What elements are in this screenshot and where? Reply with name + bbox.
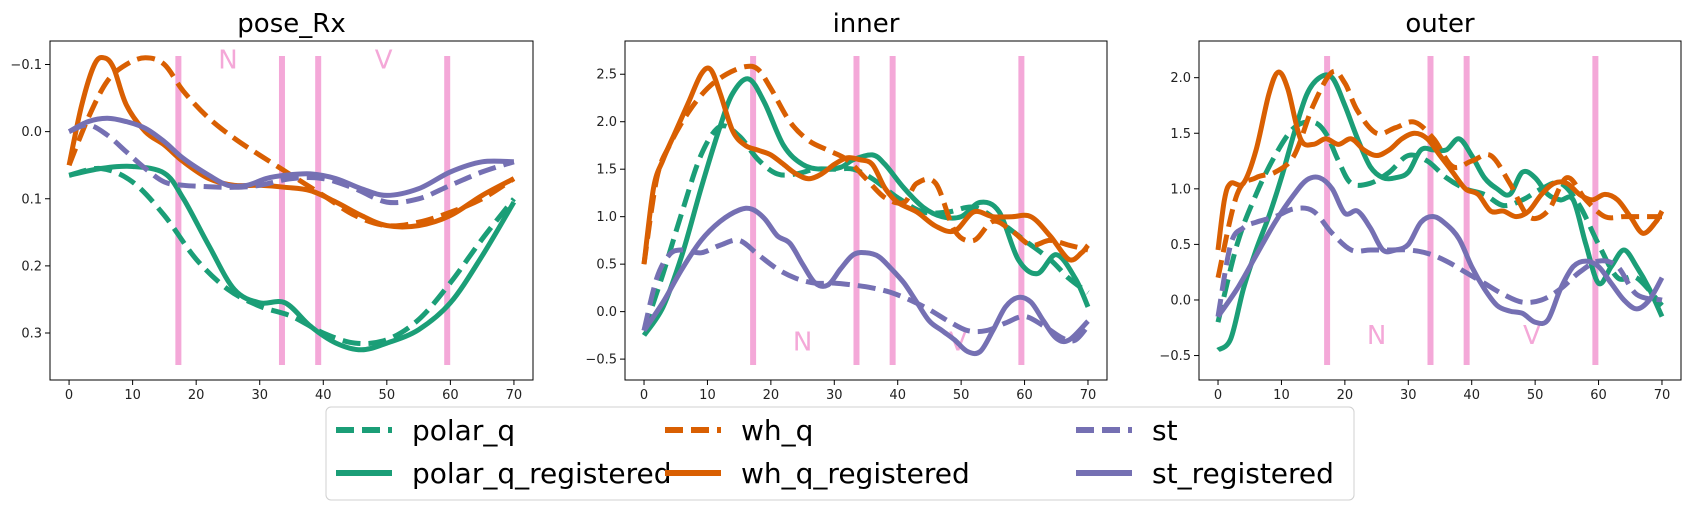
x-tick-label: 60: [1590, 388, 1607, 403]
y-tick-label: 2.0: [596, 115, 617, 130]
legend-label-st_registered: st_registered: [1152, 457, 1334, 490]
chart-title: inner: [833, 9, 900, 39]
x-tick-label: 40: [889, 388, 906, 403]
x-tick-label: 0: [1214, 388, 1222, 403]
series-wh_q_registered: [641, 65, 1090, 265]
legend: polar_q wh_q st polar_q_registered wh_q_regi…: [325, 406, 1355, 501]
y-tick-label: 1.5: [1170, 127, 1191, 142]
x-tick-label: 60: [442, 388, 459, 403]
x-tick-label: 40: [315, 388, 332, 403]
series-polar_q_registered: [68, 163, 517, 353]
x-tick-label: 10: [1273, 388, 1290, 403]
axes-frame: [624, 40, 1108, 381]
series-polar_q: [68, 165, 516, 347]
series-polar_q_registered: [641, 76, 1091, 337]
y-tick-label: −0.5: [1159, 349, 1191, 364]
x-tick-label: 20: [763, 388, 780, 403]
x-tick-label: 30: [826, 388, 843, 403]
x-tick-label: 30: [251, 388, 268, 403]
legend-label-wh_q_registered: wh_q_registered: [741, 457, 970, 490]
series-group: [1215, 68, 1665, 353]
y-tick-label: 2.0: [1170, 71, 1191, 86]
y-tick-label: 0.2: [21, 259, 42, 274]
x-tick-label: 50: [379, 388, 396, 403]
x-tick-label: 40: [1463, 388, 1480, 403]
y-tick-label: 0.5: [596, 258, 617, 273]
y-tick-label: 0.1: [21, 192, 42, 207]
y-tick-label: 0.3: [21, 327, 42, 342]
x-tick-label: 0: [65, 388, 73, 403]
y-tick-label: 1.0: [1170, 182, 1191, 197]
x-tick-label: 50: [953, 388, 970, 403]
legend-label-polar_q: polar_q: [412, 414, 515, 447]
x-tick-label: 0: [640, 388, 648, 403]
y-tick-label: −0.5: [585, 353, 617, 368]
series-group: [66, 55, 517, 353]
series-wh_q_registered: [1215, 69, 1665, 251]
legend-label-polar_q_registered: polar_q_registered: [412, 457, 672, 490]
series-st_registered: [641, 205, 1090, 357]
x-tick-label: 50: [1527, 388, 1544, 403]
x-tick-label: 20: [1337, 388, 1354, 403]
chart-title: pose_Rx: [237, 9, 345, 39]
x-tick-label: 10: [699, 388, 716, 403]
series-wh_q: [66, 55, 516, 229]
series-st_registered: [1215, 174, 1665, 327]
series-group: [641, 63, 1091, 357]
x-tick-label: 30: [1400, 388, 1417, 403]
x-tick-label: 60: [1016, 388, 1033, 403]
series-st_registered: [67, 115, 514, 198]
y-tick-label: 0.0: [21, 125, 42, 140]
legend-box: [325, 406, 1355, 501]
annotation-N: N: [218, 46, 237, 76]
annotation-V: V: [375, 46, 393, 76]
x-tick-label: 10: [124, 388, 141, 403]
x-tick-label: 70: [1654, 388, 1671, 403]
annotation-N: N: [1367, 321, 1386, 351]
annotation-N: N: [793, 327, 812, 357]
series-st: [1215, 205, 1663, 318]
x-tick-label: 70: [506, 388, 523, 403]
series-polar_q_registered: [1216, 72, 1665, 353]
series-polar_q: [641, 123, 1090, 332]
series-st: [641, 237, 1090, 344]
x-tick-label: 20: [188, 388, 205, 403]
annotation-V: V: [1523, 321, 1541, 351]
y-tick-label: 1.0: [596, 210, 617, 225]
subplot-pose_Rx: pose_RxN V 0 10 20 30 40 50 60 70 −0.1 0.0 0.1 0.2 0.3: [10, 9, 534, 403]
legend-label-st: st: [1152, 414, 1178, 447]
x-tick-label: 70: [1080, 388, 1097, 403]
axes-frame: [1198, 40, 1682, 381]
y-tick-label: 2.5: [596, 68, 617, 83]
series-wh_q: [641, 63, 1089, 265]
y-tick-label: 0.5: [1170, 238, 1191, 253]
chart-title: outer: [1405, 9, 1475, 39]
subplot-outer: outer N V 0 10 20 30 40 50 60 70 −0.5 0.0 0.5 1.0 1.5 2.…: [1159, 9, 1682, 403]
legend-label-wh_q: wh_q: [741, 414, 813, 447]
y-tick-label: −0.1: [10, 58, 42, 73]
axes-frame: [49, 40, 534, 381]
y-tick-label: 0.0: [596, 305, 617, 320]
y-tick-label: 0.0: [1170, 293, 1191, 308]
y-tick-label: 1.5: [596, 163, 617, 178]
